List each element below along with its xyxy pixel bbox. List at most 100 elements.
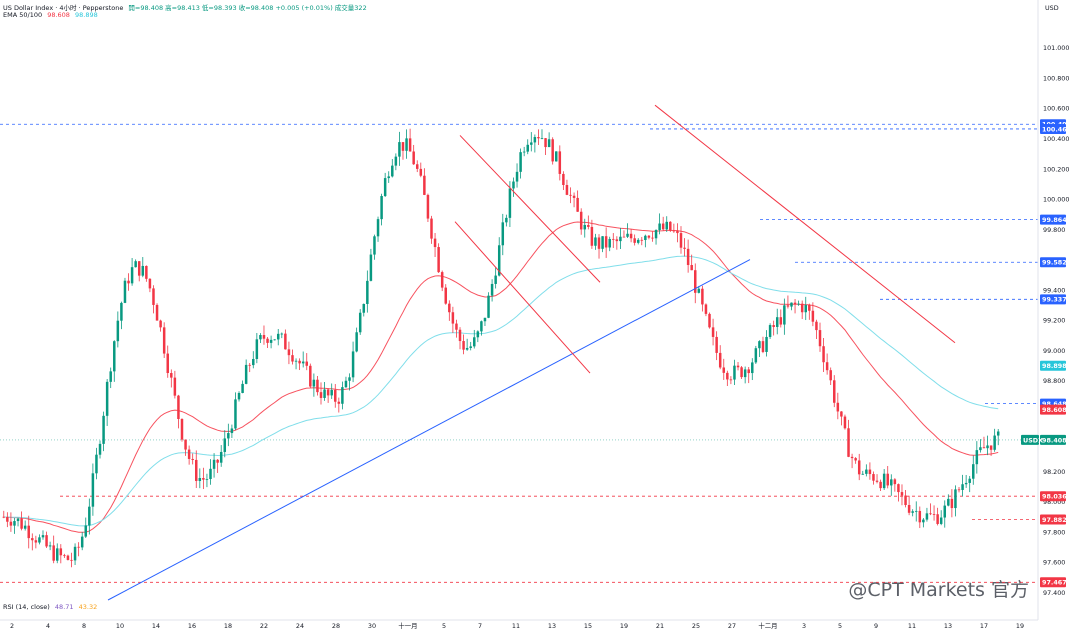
candle-body: [20, 518, 23, 529]
rsi-v2: 43.32: [78, 603, 98, 611]
candle-body: [38, 537, 41, 543]
candle-body: [661, 223, 665, 230]
candle-body: [423, 175, 426, 195]
y-tick-label: 97.400: [1043, 589, 1065, 597]
x-tick-label: 十二月: [758, 621, 777, 630]
candle-body: [993, 435, 996, 450]
price-tag-label: 98.898: [1042, 362, 1067, 370]
candle-body: [818, 330, 822, 347]
candle-body: [166, 353, 169, 374]
x-tick-label: 2: [10, 622, 14, 630]
candle-body: [672, 230, 676, 232]
candle-body: [579, 211, 583, 230]
x-tick-label: 22: [260, 622, 268, 630]
candle-body: [790, 302, 793, 307]
horizontal-levels: [0, 123, 1038, 583]
y-tick-label: 100.000: [1043, 196, 1069, 204]
candle-body: [184, 439, 187, 450]
y-tick-label: 99.200: [1043, 317, 1065, 325]
price-tag-bg: [1040, 360, 1066, 371]
price-tag-bg: [1040, 123, 1066, 134]
candle-body: [722, 367, 726, 373]
candle-body: [284, 333, 287, 350]
candle-body: [975, 450, 979, 465]
candle-body: [922, 519, 925, 523]
candle-body: [530, 142, 533, 145]
candle-body: [904, 495, 907, 505]
candle-body: [583, 224, 587, 230]
candle-body: [683, 247, 686, 249]
candle-body: [109, 371, 112, 382]
candle-body: [152, 288, 155, 305]
candle-body: [537, 137, 540, 139]
legend-row-1: US Dollar Index · 4小时 · Pepperstone 開=98…: [3, 2, 370, 12]
candle-body: [497, 245, 501, 276]
candle-body: [148, 278, 152, 289]
candle-body: [604, 236, 608, 248]
x-tick-label: 19: [1016, 622, 1024, 630]
candle-body: [113, 341, 116, 372]
candle-body: [900, 492, 904, 496]
candle-body: [590, 226, 594, 246]
candle-body: [398, 142, 401, 157]
candle-body: [473, 337, 476, 347]
candle-body: [66, 555, 70, 560]
candle-body: [522, 151, 526, 153]
price-tag-label: 98.036: [1042, 493, 1067, 501]
candle-body: [219, 451, 223, 463]
candle-body: [800, 303, 804, 313]
candle-body: [505, 217, 508, 223]
candle-body: [519, 152, 522, 172]
price-tag-label: 98.408: [1042, 436, 1067, 444]
x-tick-label: 16: [188, 622, 196, 630]
candle-body: [95, 454, 98, 474]
candle-body: [619, 236, 622, 242]
candle-body: [102, 415, 105, 444]
candle-body: [191, 458, 194, 460]
candle-body: [957, 489, 961, 491]
candle-body: [797, 303, 800, 305]
candle-body: [815, 321, 818, 331]
candle-body: [829, 370, 832, 381]
candle-body: [312, 379, 316, 387]
y-tick-label: 98.800: [1043, 377, 1065, 385]
candle-body: [198, 478, 202, 481]
candle-body: [754, 348, 758, 363]
y-tick-label: 97.600: [1043, 559, 1065, 567]
candle-body: [419, 168, 423, 176]
candle-body: [804, 305, 807, 313]
candle-body: [380, 196, 383, 220]
candle-body: [216, 459, 219, 463]
candle-body: [234, 399, 237, 429]
candle-body: [943, 505, 947, 518]
candle-body: [775, 317, 779, 327]
candle-body: [155, 304, 159, 321]
candle-body: [145, 265, 148, 279]
candle-body: [230, 428, 234, 434]
candle-body: [351, 351, 355, 378]
uptrend-line: [107, 259, 751, 601]
channel-upper-line: [459, 135, 601, 283]
candle-body: [209, 468, 212, 480]
candle-body: [195, 459, 198, 481]
candle-body: [565, 184, 569, 195]
x-tick-label: 5: [442, 622, 446, 630]
candle-body: [747, 369, 750, 374]
candle-body: [444, 287, 448, 304]
candle-body: [914, 510, 918, 512]
candle-body: [950, 498, 954, 509]
candle-body: [487, 295, 490, 318]
candle-body: [458, 329, 462, 342]
candle-body: [793, 302, 797, 305]
legend-row-2: EMA 50/100 98.608 98.898: [3, 11, 101, 19]
candle-body: [601, 236, 604, 249]
candle-body: [6, 516, 9, 522]
candle-body: [116, 320, 120, 342]
x-tick-label: 28: [332, 622, 340, 630]
y-tick-label: 98.000: [1043, 498, 1065, 506]
candle-body: [59, 548, 63, 556]
candle-body: [326, 389, 330, 396]
candle-body: [615, 239, 619, 242]
